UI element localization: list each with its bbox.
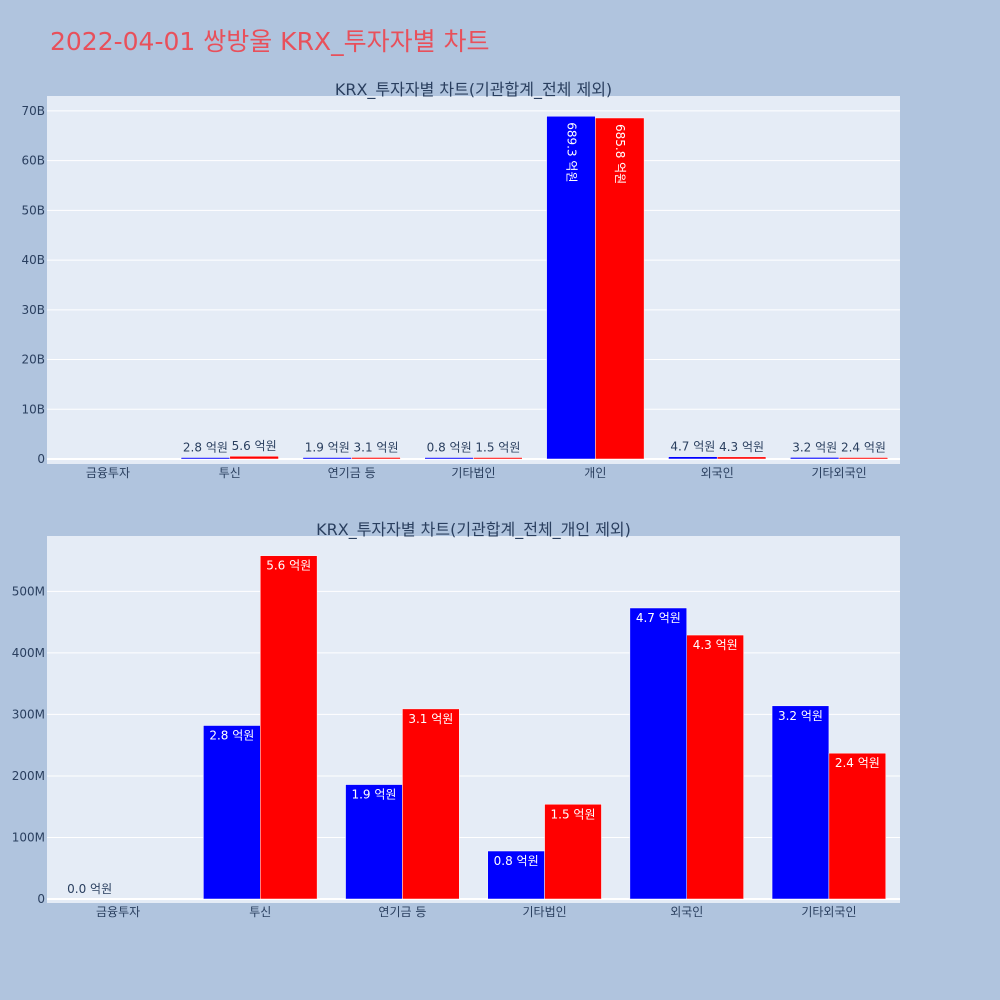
data-label: 1.9 억원 [351,788,396,802]
page-title: 2022-04-01 쌍방울 KRX_투자자별 차트 [50,27,490,56]
bar [546,115,596,460]
bar [828,752,887,900]
plot-area-1 [47,96,900,464]
data-label: 1.5 억원 [551,807,596,821]
data-label: 4.7 억원 [670,440,715,454]
y-tick-label: 300M [12,707,45,721]
x-tick-label: 기타법인 [451,466,495,480]
data-label: 4.3 억원 [719,440,764,454]
bar [424,457,474,460]
y-tick-label: 400M [12,646,45,660]
bar [345,784,403,900]
y-tick-label: 0 [37,452,45,466]
bar [351,457,401,460]
data-label: 0.8 억원 [494,854,539,868]
data-label: 4.7 억원 [636,611,681,625]
x-tick-label: 기타법인 [522,905,566,919]
x-tick-label: 연기금 등 [328,466,376,480]
x-tick-label: 투신 [249,905,271,919]
y-tick-label: 40B [21,253,45,267]
bar [402,708,460,900]
bar [629,607,688,900]
plot-area-2 [47,536,900,903]
data-label: 3.1 억원 [354,440,399,454]
y-tick-label: 60B [21,154,45,168]
bar [260,555,318,900]
x-tick-label: 연기금 등 [378,905,426,919]
y-tick-label: 10B [21,402,45,416]
bar [771,705,830,900]
x-tick-label: 투신 [219,466,241,480]
x-tick-label: 외국인 [670,905,703,919]
bar [180,457,231,460]
bar [838,457,889,460]
x-tick-label: 개인 [584,466,606,480]
data-label: 0.0 억원 [67,882,112,896]
y-tick-label: 500M [12,584,45,598]
data-label: 3.2 억원 [792,440,837,454]
y-tick-label: 200M [12,769,45,783]
data-label: 5.6 억원 [266,559,311,573]
data-label: 3.2 억원 [778,709,823,723]
data-label: 2.8 억원 [183,441,228,455]
bar [229,455,279,460]
x-tick-label: 금융투자 [96,905,140,919]
y-tick-label: 30B [21,303,45,317]
y-tick-label: 100M [12,830,45,844]
data-label: 2.4 억원 [841,441,886,455]
y-tick-label: 0 [37,892,45,906]
bar [473,457,523,460]
data-label: 2.8 억원 [209,728,254,742]
data-label: 1.9 억원 [305,441,350,455]
bar [686,634,744,900]
bar [595,117,645,460]
bar [716,456,767,460]
subplot-title: KRX_투자자별 차트(기관합계_전체 제외) [335,80,612,100]
data-label: 3.1 억원 [408,712,453,726]
data-label: 5.6 억원 [232,439,277,453]
subplot-title: KRX_투자자별 차트(기관합계_전체_개인 제외) [316,520,631,540]
data-label: 1.5 억원 [475,441,520,455]
bar [668,456,718,460]
data-label: 0.8 억원 [427,441,472,455]
bar [790,457,840,460]
x-tick-label: 금융투자 [86,466,130,480]
y-tick-label: 70B [21,104,45,118]
data-label: 4.3 억원 [693,638,738,652]
y-tick-label: 50B [21,203,45,217]
data-label: 685.8 억원 [613,124,627,184]
bar [544,804,602,900]
bar [487,850,545,900]
y-tick-label: 20B [21,353,45,367]
x-tick-label: 기타외국인 [801,905,856,919]
x-tick-label: 기타외국인 [811,466,866,480]
data-label: 689.3 억원 [564,122,578,182]
bar [302,457,352,460]
x-tick-label: 외국인 [701,466,734,480]
bar [203,725,261,900]
data-label: 2.4 억원 [835,756,880,770]
